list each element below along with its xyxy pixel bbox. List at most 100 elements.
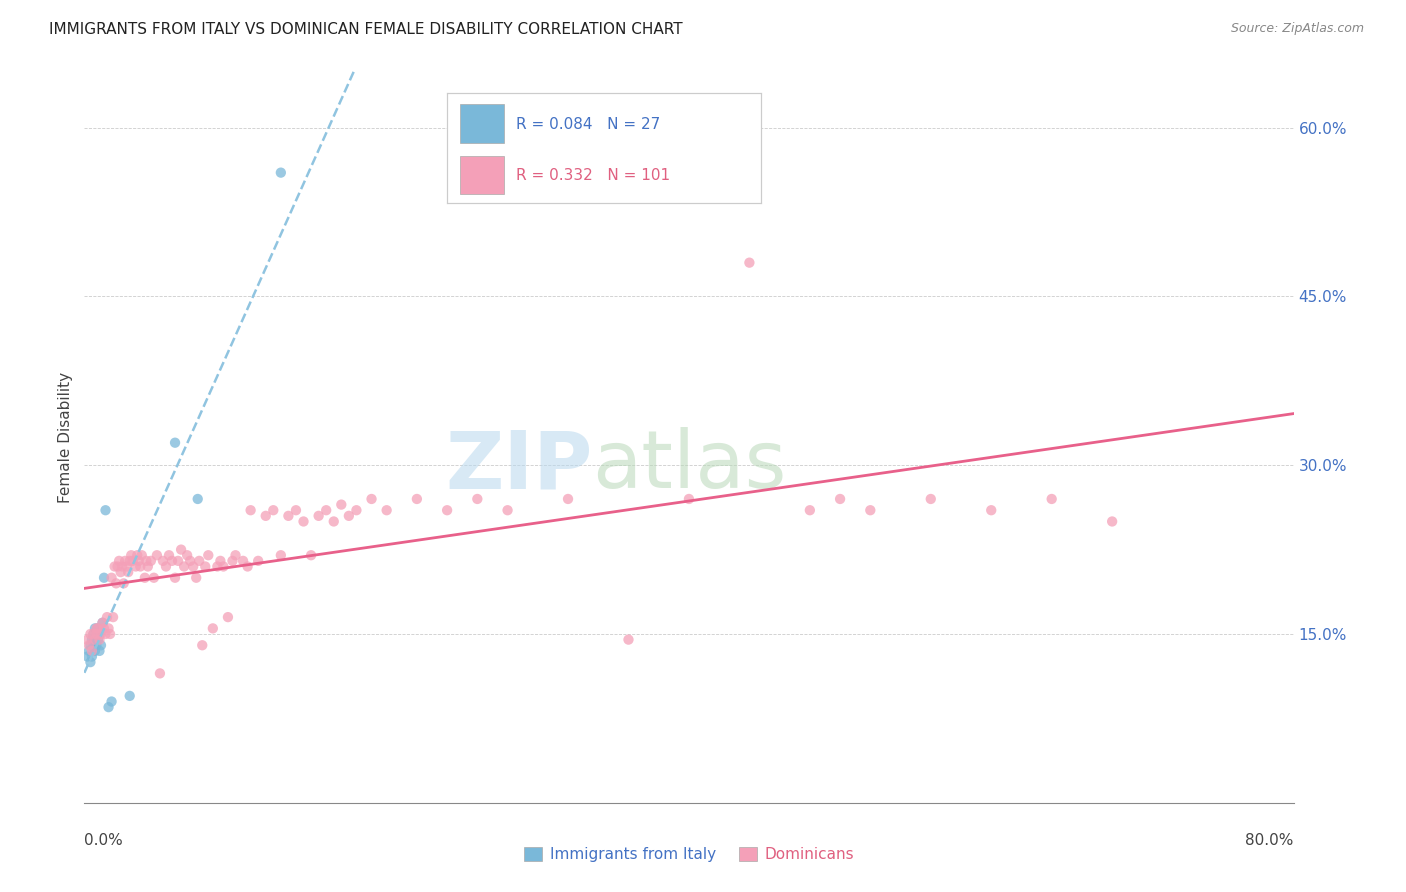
Point bbox=[155, 559, 177, 574]
Point bbox=[337, 508, 360, 523]
Text: atlas: atlas bbox=[592, 427, 786, 506]
Point bbox=[121, 554, 143, 568]
Point bbox=[105, 576, 128, 591]
Point bbox=[277, 508, 299, 523]
Point bbox=[129, 559, 152, 574]
Text: Source: ZipAtlas.com: Source: ZipAtlas.com bbox=[1230, 22, 1364, 36]
Point bbox=[89, 627, 111, 641]
Point bbox=[97, 700, 120, 714]
Point bbox=[738, 255, 761, 269]
Point bbox=[980, 503, 1002, 517]
Point bbox=[1101, 515, 1123, 529]
Point bbox=[89, 644, 111, 658]
Point bbox=[201, 621, 224, 635]
Point bbox=[86, 627, 108, 641]
Point bbox=[131, 548, 153, 562]
Point bbox=[84, 632, 107, 647]
Point bbox=[97, 621, 120, 635]
Text: IMMIGRANTS FROM ITALY VS DOMINICAN FEMALE DISABILITY CORRELATION CHART: IMMIGRANTS FROM ITALY VS DOMINICAN FEMAL… bbox=[49, 22, 683, 37]
Point bbox=[93, 571, 115, 585]
Point bbox=[139, 554, 162, 568]
Point bbox=[191, 638, 214, 652]
Point bbox=[285, 503, 308, 517]
Point bbox=[142, 571, 165, 585]
Point bbox=[217, 610, 239, 624]
Point bbox=[104, 559, 127, 574]
Point bbox=[79, 655, 101, 669]
Point bbox=[128, 554, 150, 568]
Point bbox=[76, 649, 98, 664]
Point bbox=[678, 491, 700, 506]
Point bbox=[96, 610, 118, 624]
Point bbox=[115, 559, 138, 574]
Point bbox=[134, 571, 156, 585]
Point bbox=[299, 548, 322, 562]
Y-axis label: Female Disability: Female Disability bbox=[58, 371, 73, 503]
Point bbox=[100, 571, 122, 585]
Point bbox=[197, 548, 219, 562]
Point bbox=[87, 621, 110, 635]
Point bbox=[86, 621, 108, 635]
Point bbox=[117, 565, 139, 579]
Point bbox=[146, 548, 169, 562]
Point bbox=[292, 515, 315, 529]
Point bbox=[239, 503, 262, 517]
Point bbox=[76, 632, 98, 647]
Point bbox=[496, 503, 519, 517]
Point bbox=[236, 559, 259, 574]
Point bbox=[406, 491, 429, 506]
Text: 80.0%: 80.0% bbox=[1246, 833, 1294, 848]
Point bbox=[467, 491, 489, 506]
Point bbox=[270, 166, 292, 180]
Point bbox=[232, 554, 254, 568]
Point bbox=[920, 491, 942, 506]
Point bbox=[165, 435, 187, 450]
Point bbox=[799, 503, 821, 517]
Point bbox=[188, 554, 211, 568]
Point bbox=[173, 559, 195, 574]
Point bbox=[114, 554, 136, 568]
Point bbox=[79, 638, 101, 652]
Point bbox=[176, 548, 198, 562]
Point bbox=[80, 649, 103, 664]
Point bbox=[149, 666, 172, 681]
Point bbox=[1040, 491, 1063, 506]
Point bbox=[91, 615, 114, 630]
Point bbox=[315, 503, 337, 517]
Point bbox=[89, 632, 111, 647]
Point bbox=[84, 621, 107, 635]
Point bbox=[79, 627, 101, 641]
Point bbox=[93, 621, 115, 635]
Point bbox=[84, 644, 107, 658]
Point bbox=[617, 632, 640, 647]
Point bbox=[80, 644, 103, 658]
Point bbox=[98, 627, 121, 641]
Point bbox=[125, 559, 148, 574]
Point bbox=[112, 576, 135, 591]
Point bbox=[179, 554, 201, 568]
Point bbox=[557, 491, 579, 506]
Point bbox=[165, 571, 187, 585]
Point bbox=[209, 554, 232, 568]
Point bbox=[82, 638, 104, 652]
Point bbox=[87, 632, 110, 647]
Point bbox=[859, 503, 882, 517]
Point bbox=[167, 554, 190, 568]
Point bbox=[157, 548, 180, 562]
Point bbox=[108, 554, 131, 568]
Point bbox=[330, 498, 353, 512]
Point bbox=[221, 554, 243, 568]
Point bbox=[187, 491, 209, 506]
Point bbox=[830, 491, 852, 506]
Point bbox=[270, 548, 292, 562]
Point bbox=[152, 554, 174, 568]
Point bbox=[77, 644, 100, 658]
Text: ZIP: ZIP bbox=[444, 427, 592, 506]
Point bbox=[94, 627, 117, 641]
Legend: Immigrants from Italy, Dominicans: Immigrants from Italy, Dominicans bbox=[517, 841, 860, 868]
Point bbox=[87, 621, 110, 635]
Point bbox=[107, 559, 129, 574]
Point bbox=[194, 559, 217, 574]
Point bbox=[111, 559, 134, 574]
Point bbox=[91, 615, 114, 630]
